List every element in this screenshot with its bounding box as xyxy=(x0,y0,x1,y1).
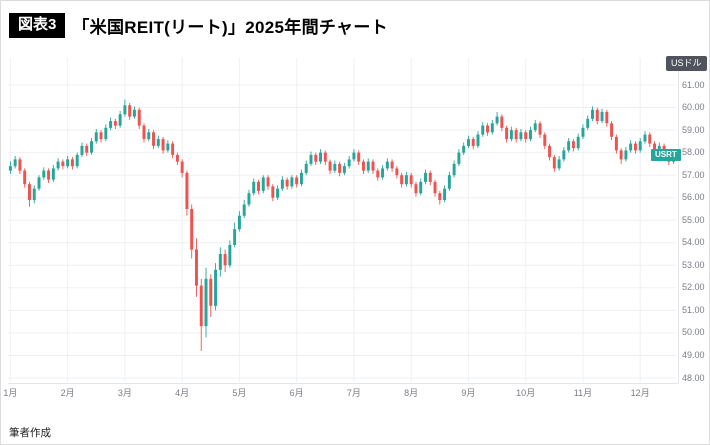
price-tick-label: 59.00 xyxy=(682,124,705,135)
month-tick-label: 12月 xyxy=(630,388,650,398)
month-tick-label: 4月 xyxy=(175,388,190,398)
month-tick-label: 2月 xyxy=(60,388,75,398)
price-tick-label: 50.00 xyxy=(682,327,705,338)
price-tick-label: 49.00 xyxy=(682,349,705,360)
price-tick-label: 61.00 xyxy=(682,79,705,90)
price-tick-label: 56.00 xyxy=(682,192,705,203)
month-tick-label: 8月 xyxy=(404,388,419,398)
price-tick-label: 60.00 xyxy=(682,102,705,113)
price-tick-label: 57.00 xyxy=(682,169,705,180)
month-tick-label: 10月 xyxy=(516,388,536,398)
price-tick-label: 55.00 xyxy=(682,214,705,225)
month-tick-label: 9月 xyxy=(461,388,476,398)
month-tick-label: 5月 xyxy=(232,388,247,398)
figure-header: 図表3 「米国REIT(リート)」2025年間チャート xyxy=(9,13,388,38)
ticker-price-label: USRT xyxy=(651,148,681,162)
price-tick-label: 52.00 xyxy=(682,282,705,293)
month-tick-label: 1月 xyxy=(3,388,18,398)
month-tick-label: 11月 xyxy=(573,388,593,398)
month-tick-label: 6月 xyxy=(289,388,304,398)
price-tick-label: 53.00 xyxy=(682,259,705,270)
price-tick-label: 48.00 xyxy=(682,372,705,383)
month-tick-label: 3月 xyxy=(117,388,132,398)
price-tick-label: 58.00 xyxy=(682,147,705,158)
price-tick-label: 51.00 xyxy=(682,304,705,315)
price-tick-label: 54.00 xyxy=(682,237,705,248)
month-tick-label: 7月 xyxy=(346,388,361,398)
currency-unit-badge: USドル xyxy=(666,56,707,71)
figure-title: 「米国REIT(リート)」2025年間チャート xyxy=(72,18,388,37)
figure-number-badge: 図表3 xyxy=(9,13,66,38)
source-note: 筆者作成 xyxy=(9,427,51,439)
